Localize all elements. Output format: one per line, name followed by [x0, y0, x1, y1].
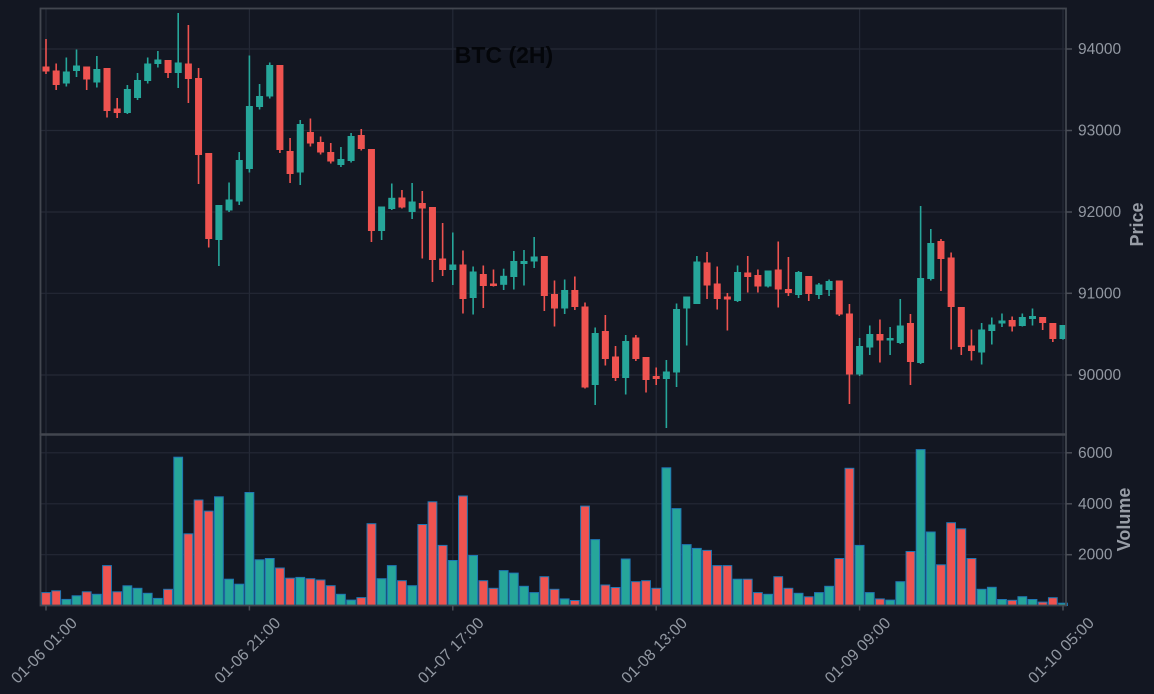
svg-text:94000: 94000: [1078, 41, 1121, 58]
svg-text:Volume: Volume: [1114, 488, 1134, 552]
svg-text:90000: 90000: [1078, 367, 1121, 384]
svg-text:2000: 2000: [1078, 547, 1113, 564]
svg-text:92000: 92000: [1078, 204, 1121, 221]
svg-text:4000: 4000: [1078, 496, 1113, 513]
svg-text:BTC (2H): BTC (2H): [455, 42, 553, 68]
svg-text:6000: 6000: [1078, 445, 1113, 462]
svg-text:Price: Price: [1127, 202, 1147, 246]
svg-text:91000: 91000: [1078, 285, 1121, 302]
svg-text:93000: 93000: [1078, 123, 1121, 140]
